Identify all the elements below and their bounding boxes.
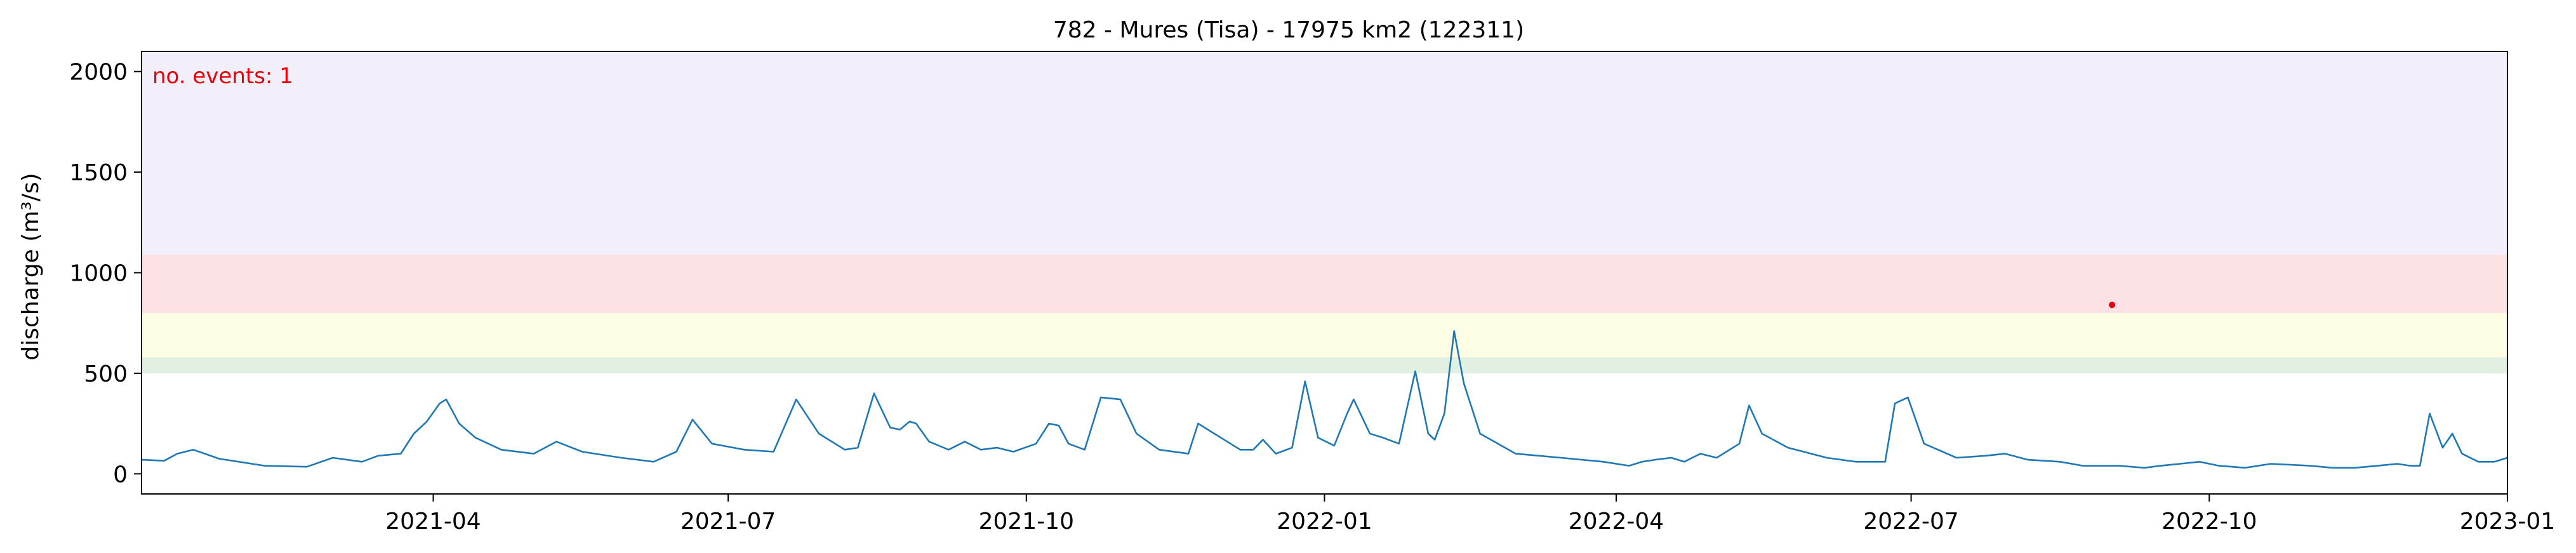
x-tick-label-6: 2022-10 [2161, 509, 2257, 535]
y-axis: 0 500 1000 1500 2000 [69, 60, 142, 488]
threshold-band-1 [142, 312, 2507, 357]
x-tick-label-4: 2022-04 [1569, 509, 1664, 535]
event-marker-0 [2109, 302, 2116, 309]
x-tick-label-0: 2021-04 [385, 509, 481, 535]
x-tick-label-7: 2023-01 [2460, 509, 2555, 535]
series-line-0 [141, 330, 2508, 469]
threshold-band-3 [142, 51, 2507, 255]
threshold-band-2 [142, 254, 2507, 313]
events-count-label: no. events: 1 [152, 63, 293, 89]
chart-title: 782 - Mures (Tisa) - 17975 km2 (122311) [1053, 17, 1524, 43]
y-axis-label: discharge (m³/s) [18, 173, 44, 360]
y-tick-label-4: 2000 [69, 60, 128, 86]
y-tick-label-1: 500 [84, 361, 128, 387]
x-tick-label-1: 2021-07 [681, 509, 776, 535]
x-tick-label-3: 2022-01 [1277, 509, 1372, 535]
x-tick-label-5: 2022-07 [1863, 509, 1958, 535]
y-tick-label-0: 0 [113, 462, 128, 488]
series-layer [141, 330, 2508, 469]
x-tick-label-2: 2021-10 [979, 509, 1074, 535]
threshold-bands [142, 51, 2507, 373]
y-tick-label-2: 1000 [69, 261, 128, 287]
y-tick-label-3: 1500 [69, 160, 128, 186]
x-axis: 2021-04 2021-07 2021-10 2022-01 2022-04 2022-… [385, 494, 2555, 535]
event-markers [2109, 302, 2116, 309]
threshold-band-0 [142, 357, 2507, 373]
